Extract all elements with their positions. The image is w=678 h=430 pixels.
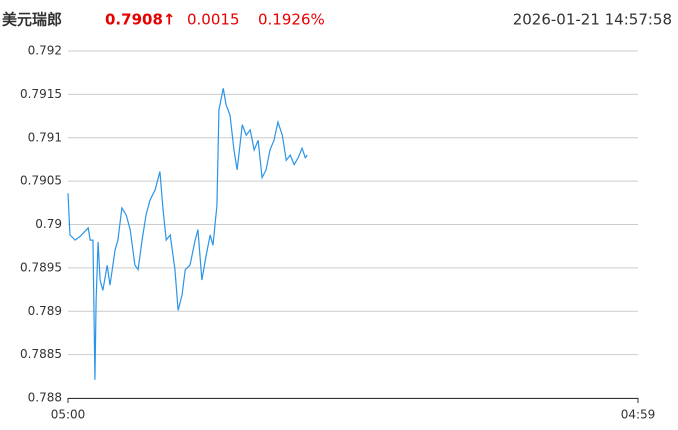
y-tick-label: 0.788 <box>28 391 62 405</box>
timestamp: 2026-01-21 14:57:58 <box>513 11 672 29</box>
y-tick-label: 0.79 <box>35 217 62 231</box>
y-tick-label: 0.7915 <box>20 87 62 101</box>
chart-title: 美元瑞郎 <box>2 11 62 29</box>
y-tick-label: 0.7885 <box>20 347 62 361</box>
y-tick-label: 0.789 <box>28 304 62 318</box>
price-line <box>67 88 308 380</box>
y-tick-label: 0.791 <box>28 130 62 144</box>
price: 0.7908↑ <box>105 11 175 29</box>
y-tick-label: 0.792 <box>28 44 62 58</box>
change: 0.0015 <box>187 11 240 29</box>
y-tick-label: 0.7895 <box>20 260 62 274</box>
change-percent: 0.1926% <box>258 11 325 29</box>
x-tick-label: 05:00 <box>51 408 86 422</box>
y-tick-label: 0.7905 <box>20 174 62 188</box>
x-tick-label: 04:59 <box>621 408 656 422</box>
